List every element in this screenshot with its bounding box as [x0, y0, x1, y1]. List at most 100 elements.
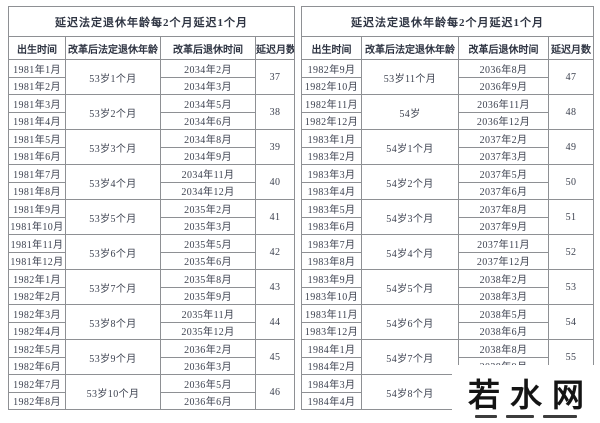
table-row: 1983年11月 54岁6个月 2038年5月 54 [301, 304, 594, 340]
column-header-birth-time: 出生时间 [301, 36, 362, 60]
retire-cell: 2034年9月 [160, 146, 256, 165]
delay-cell: 48 [548, 94, 594, 130]
birth-cell: 1982年6月 [8, 356, 66, 375]
site-watermark: 若水网 [452, 365, 600, 423]
column-header-birth-time: 出生时间 [8, 36, 66, 60]
retire-cell: 2035年12月 [160, 321, 256, 340]
delay-cell: 37 [255, 59, 295, 95]
delay-cell: 45 [255, 339, 295, 375]
retirement-schedule-table: 延迟法定退休年龄每2个月延迟1个月 出生时间 改革后法定退休年龄 改革后退休时间 延迟月… [301, 6, 594, 410]
age-cell: 53岁1个月 [65, 59, 161, 95]
retire-cell: 2035年9月 [160, 286, 256, 305]
retire-cell: 2037年11月 [458, 234, 549, 253]
age-cell: 53岁9个月 [65, 339, 161, 375]
retire-cell: 2038年3月 [458, 286, 549, 305]
table-row: 1982年11月 54岁 2036年11月 48 [301, 94, 594, 130]
table-row: 1981年8月 2034年12月 [8, 181, 295, 200]
age-cell: 54岁6个月 [361, 304, 459, 340]
birth-cell: 1982年1月 [8, 269, 66, 288]
delay-cell: 40 [255, 164, 295, 200]
table-row: 1983年7月 54岁4个月 2037年11月 52 [301, 234, 594, 270]
retire-cell: 2034年12月 [160, 181, 256, 200]
table-row: 1982年9月 53岁11个月 2036年8月 47 [301, 59, 594, 95]
retire-cell: 2038年6月 [458, 321, 549, 340]
table-banner-title: 延迟法定退休年龄每2个月延迟1个月 [301, 6, 594, 37]
table-row: 1982年1月 53岁7个月 2035年8月 43 [8, 269, 295, 305]
birth-cell: 1983年1月 [301, 129, 362, 148]
delay-cell: 42 [255, 234, 295, 270]
retire-cell: 2036年2月 [160, 339, 256, 358]
delay-cell: 41 [255, 199, 295, 235]
table-row: 1981年2月 2034年3月 [8, 76, 295, 95]
age-cell: 53岁7个月 [65, 269, 161, 305]
retire-cell: 2037年8月 [458, 199, 549, 218]
retirement-table-right: 延迟法定退休年龄每2个月延迟1个月 出生时间 改革后法定退休年龄 改革后退休时间 延迟月… [301, 6, 594, 410]
retire-cell: 2035年11月 [160, 304, 256, 323]
column-header-post-reform-retirement-time: 改革后退休时间 [160, 36, 256, 60]
age-cell: 53岁5个月 [65, 199, 161, 235]
retire-cell: 2034年6月 [160, 111, 256, 130]
age-cell: 54岁3个月 [361, 199, 459, 235]
retire-cell: 2035年5月 [160, 234, 256, 253]
birth-cell: 1982年8月 [8, 391, 66, 410]
birth-cell: 1981年7月 [8, 164, 66, 183]
table-row: 1984年1月 54岁7个月 2038年8月 55 [301, 339, 594, 375]
table-row: 1983年1月 54岁1个月 2037年2月 49 [301, 129, 594, 165]
retire-cell: 2037年5月 [458, 164, 549, 183]
retire-cell: 2034年2月 [160, 59, 256, 78]
delay-cell: 44 [255, 304, 295, 340]
retire-cell: 2035年2月 [160, 199, 256, 218]
delay-cell: 43 [255, 269, 295, 305]
birth-cell: 1983年7月 [301, 234, 362, 253]
birth-cell: 1982年7月 [8, 374, 66, 393]
birth-cell: 1984年3月 [301, 374, 362, 393]
age-cell: 53岁6个月 [65, 234, 161, 270]
column-header-post-reform-retirement-time: 改革后退休时间 [458, 36, 549, 60]
retirement-table-left: 延迟法定退休年龄每2个月延迟1个月 出生时间 改革后法定退休年龄 改革后退休时间 延迟月… [8, 6, 295, 410]
delay-cell: 46 [255, 374, 295, 410]
delay-cell: 38 [255, 94, 295, 130]
retire-cell: 2037年12月 [458, 251, 549, 270]
retire-cell: 2035年8月 [160, 269, 256, 288]
birth-cell: 1983年11月 [301, 304, 362, 323]
age-cell: 54岁5个月 [361, 269, 459, 305]
watermark-caption-bar [543, 415, 577, 418]
watermark-text: 若水网 [467, 377, 594, 413]
table-row: 1982年10月 2036年9月 [301, 76, 594, 95]
birth-cell: 1981年2月 [8, 76, 66, 95]
birth-cell: 1981年9月 [8, 199, 66, 218]
birth-cell: 1982年3月 [8, 304, 66, 323]
table-row: 1982年3月 53岁8个月 2035年11月 44 [8, 304, 295, 340]
age-cell: 54岁 [361, 94, 459, 130]
retire-cell: 2036年5月 [160, 374, 256, 393]
watermark-caption [475, 415, 577, 418]
birth-cell: 1983年3月 [301, 164, 362, 183]
age-cell: 53岁8个月 [65, 304, 161, 340]
age-cell: 54岁8个月 [361, 374, 459, 410]
birth-cell: 1981年8月 [8, 181, 66, 200]
table-row: 1982年12月 2036年12月 [301, 111, 594, 130]
retire-cell: 2038年2月 [458, 269, 549, 288]
birth-cell: 1983年12月 [301, 321, 362, 340]
table-row: 1981年4月 2034年6月 [8, 111, 295, 130]
delay-cell: 39 [255, 129, 295, 165]
retire-cell: 2037年2月 [458, 129, 549, 148]
table-row: 1982年7月 53岁10个月 2036年5月 46 [8, 374, 295, 410]
retire-cell: 2035年6月 [160, 251, 256, 270]
birth-cell: 1984年1月 [301, 339, 362, 358]
birth-cell: 1981年4月 [8, 111, 66, 130]
birth-cell: 1982年4月 [8, 321, 66, 340]
column-header-delay-months: 延迟月数 [548, 36, 594, 60]
table-row: 1981年10月 2035年3月 [8, 216, 295, 235]
retire-cell: 2034年8月 [160, 129, 256, 148]
birth-cell: 1982年2月 [8, 286, 66, 305]
retire-cell: 2036年8月 [458, 59, 549, 78]
retire-cell: 2036年12月 [458, 111, 549, 130]
birth-cell: 1983年4月 [301, 181, 362, 200]
retire-cell: 2038年5月 [458, 304, 549, 323]
retirement-schedule-table: 延迟法定退休年龄每2个月延迟1个月 出生时间 改革后法定退休年龄 改革后退休时间 延迟月… [8, 6, 295, 410]
retire-cell: 2037年9月 [458, 216, 549, 235]
birth-cell: 1982年10月 [301, 76, 362, 95]
table-row: 1983年6月 2037年9月 [301, 216, 594, 235]
age-cell: 53岁3个月 [65, 129, 161, 165]
